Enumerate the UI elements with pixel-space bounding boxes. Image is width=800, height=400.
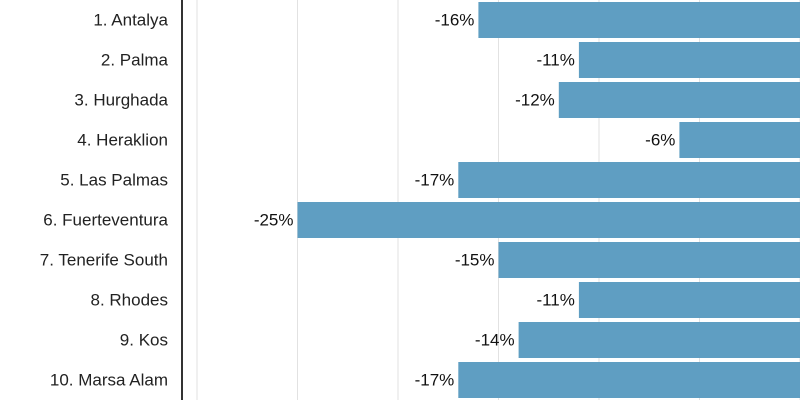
bar-value-label: -17% [415,371,455,390]
bar-value-label: -15% [455,251,495,270]
bar [558,82,800,118]
bar-value-label: -11% [536,291,574,310]
bar [679,122,800,158]
category-label: 10. Marsa Alam [50,371,168,390]
category-label: 8. Rhodes [91,291,169,310]
bar [578,42,800,78]
category-label: 6. Fuerteventura [43,211,168,230]
bar-value-label: -16% [435,11,475,30]
bar-value-label: -14% [475,331,515,350]
category-label: 1. Antalya [93,11,168,30]
bar [498,242,800,278]
category-label: 9. Kos [120,331,168,350]
category-label: 2. Palma [101,51,169,70]
bar-value-label: -6% [645,131,675,150]
category-label: 4. Heraklion [77,131,168,150]
bar [518,322,800,358]
category-label: 5. Las Palmas [60,171,168,190]
category-label: 7. Tenerife South [40,251,168,270]
bar-value-label: -17% [415,171,455,190]
value-labels: -16% -11% -12% -6% -17% -25% -15% -11% -14% -17% [254,11,676,390]
bar [458,162,800,198]
bars [297,2,800,398]
bar [458,362,800,398]
category-labels: 1. Antalya 2. Palma 3. Hurghada 4. Heraklio… [40,11,169,390]
bar [578,282,800,318]
category-label: 3. Hurghada [74,91,168,110]
bar [478,2,800,38]
bar-value-label: -25% [254,211,294,230]
bar-value-label: -12% [515,91,555,110]
bar-value-label: -11% [536,51,574,70]
bar [297,202,800,238]
